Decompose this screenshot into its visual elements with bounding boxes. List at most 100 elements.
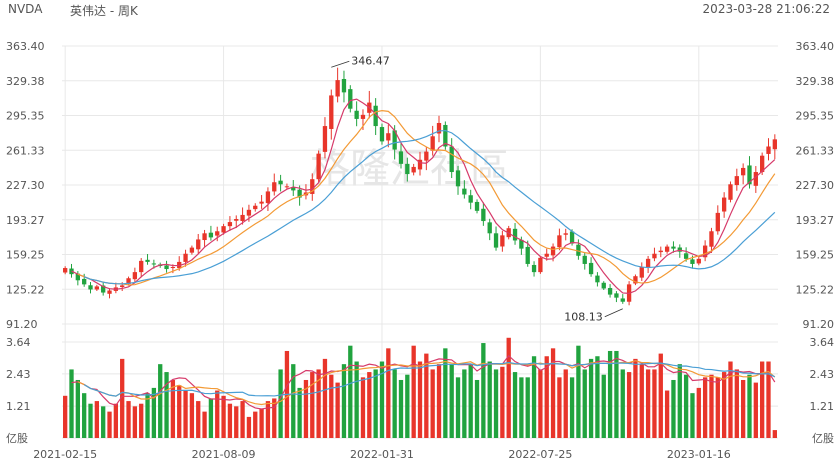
candle-body: [430, 136, 435, 151]
candle-body: [436, 123, 442, 134]
volume-bar: [75, 379, 80, 438]
x-tick-label: 2021-02-15: [33, 448, 97, 461]
candle-body: [82, 278, 87, 285]
candle-body: [335, 80, 340, 97]
candle-body: [747, 165, 752, 185]
volume-bar: [107, 411, 112, 438]
candle-body: [652, 253, 657, 259]
candle-body: [760, 155, 765, 173]
candle-body: [601, 282, 606, 289]
volume-bar: [392, 369, 397, 438]
volume-bar: [639, 364, 644, 438]
volume-bar: [734, 369, 739, 438]
candle-body: [563, 233, 568, 235]
volume-bar: [183, 390, 188, 438]
volume-bar: [417, 361, 423, 438]
candle-body: [671, 246, 676, 249]
volume-bar: [500, 366, 505, 438]
volume-bar: [322, 358, 328, 438]
volume-bar: [493, 369, 499, 438]
volume-unit-label: 亿股: [812, 432, 834, 445]
candle-body: [310, 179, 315, 194]
candle-body: [63, 268, 68, 273]
volume-bar: [101, 406, 106, 438]
candle-body: [183, 253, 188, 262]
volume-bar: [88, 403, 93, 438]
volume-ma-line-long: [83, 361, 776, 397]
volume-ma-line-short: [71, 354, 776, 410]
candle-body: [607, 288, 613, 295]
volume-bar: [607, 350, 613, 438]
volume-bar: [367, 372, 372, 438]
candle-body: [709, 231, 714, 247]
volume-tick-label-right: 1.21: [810, 400, 835, 413]
candle-body: [202, 233, 207, 241]
volume-bar: [614, 350, 619, 438]
candle-body: [373, 105, 378, 127]
y-tick-label-left: 295.35: [6, 110, 45, 123]
y-tick-label-left: 329.38: [6, 75, 45, 88]
y-tick-label-left: 125.22: [6, 283, 45, 296]
candle-body: [234, 219, 239, 221]
candle-body: [240, 214, 245, 221]
volume-bar: [246, 416, 252, 438]
volume-bar: [455, 377, 461, 438]
price-ma-line-long: [83, 129, 776, 285]
volume-bar: [664, 390, 670, 438]
candle-body: [557, 235, 562, 248]
volume-bar: [563, 369, 568, 438]
max-annotation-line: [331, 60, 350, 68]
candle-body: [151, 263, 157, 265]
candle-body: [284, 186, 290, 188]
candle-body: [348, 89, 353, 109]
candle-body: [297, 189, 302, 198]
volume-unit-label: 亿股: [6, 432, 28, 445]
candle-body: [664, 246, 670, 252]
candle-body: [386, 133, 391, 141]
y-tick-label-right: 363.40: [796, 40, 835, 53]
y-tick-label-right: 261.33: [796, 144, 835, 157]
volume-bar: [468, 364, 473, 438]
y-tick-label-left: 193.27: [6, 214, 45, 227]
x-tick-label: 2022-01-31: [350, 448, 414, 461]
volume-bar: [316, 369, 321, 438]
volume-bar: [398, 379, 404, 438]
volume-bar: [63, 395, 68, 438]
candle-body: [126, 278, 131, 285]
volume-bar: [424, 353, 429, 438]
candle-body: [721, 197, 727, 212]
x-tick-label: 2022-07-25: [508, 448, 572, 461]
volume-bar: [272, 398, 277, 438]
volume-bar: [151, 387, 157, 438]
volume-tick-label-right: 2.43: [810, 368, 835, 381]
candle-body: [278, 180, 283, 185]
y-tick-label-left: 159.25: [6, 249, 45, 262]
candle-body: [715, 212, 720, 232]
candle-body: [683, 253, 689, 259]
candle-body: [728, 184, 733, 200]
candle-body: [316, 153, 321, 180]
y-tick-label-left: 363.40: [6, 40, 45, 53]
volume-bar: [683, 374, 689, 438]
candle-body: [272, 182, 277, 192]
x-tick-label: 2023-01-16: [667, 448, 731, 461]
price-ma-line-mid: [77, 110, 776, 286]
candle-body: [462, 188, 467, 195]
volume-bar: [278, 369, 283, 438]
volume-bar: [550, 348, 556, 438]
candle-body: [588, 262, 594, 275]
volume-bar: [620, 369, 625, 438]
candle-body: [493, 233, 499, 248]
volume-bar: [645, 369, 651, 438]
volume-tick-label-right: 3.64: [810, 336, 835, 349]
volume-bar: [329, 374, 334, 438]
volume-bar: [436, 364, 442, 438]
volume-bar: [443, 348, 448, 438]
chart-title: 英伟达 - 周K: [70, 4, 138, 18]
volume-bar: [360, 377, 366, 438]
volume-bar: [221, 395, 226, 438]
volume-bar: [405, 374, 410, 438]
volume-bar: [208, 398, 214, 438]
volume-bar: [164, 372, 169, 438]
